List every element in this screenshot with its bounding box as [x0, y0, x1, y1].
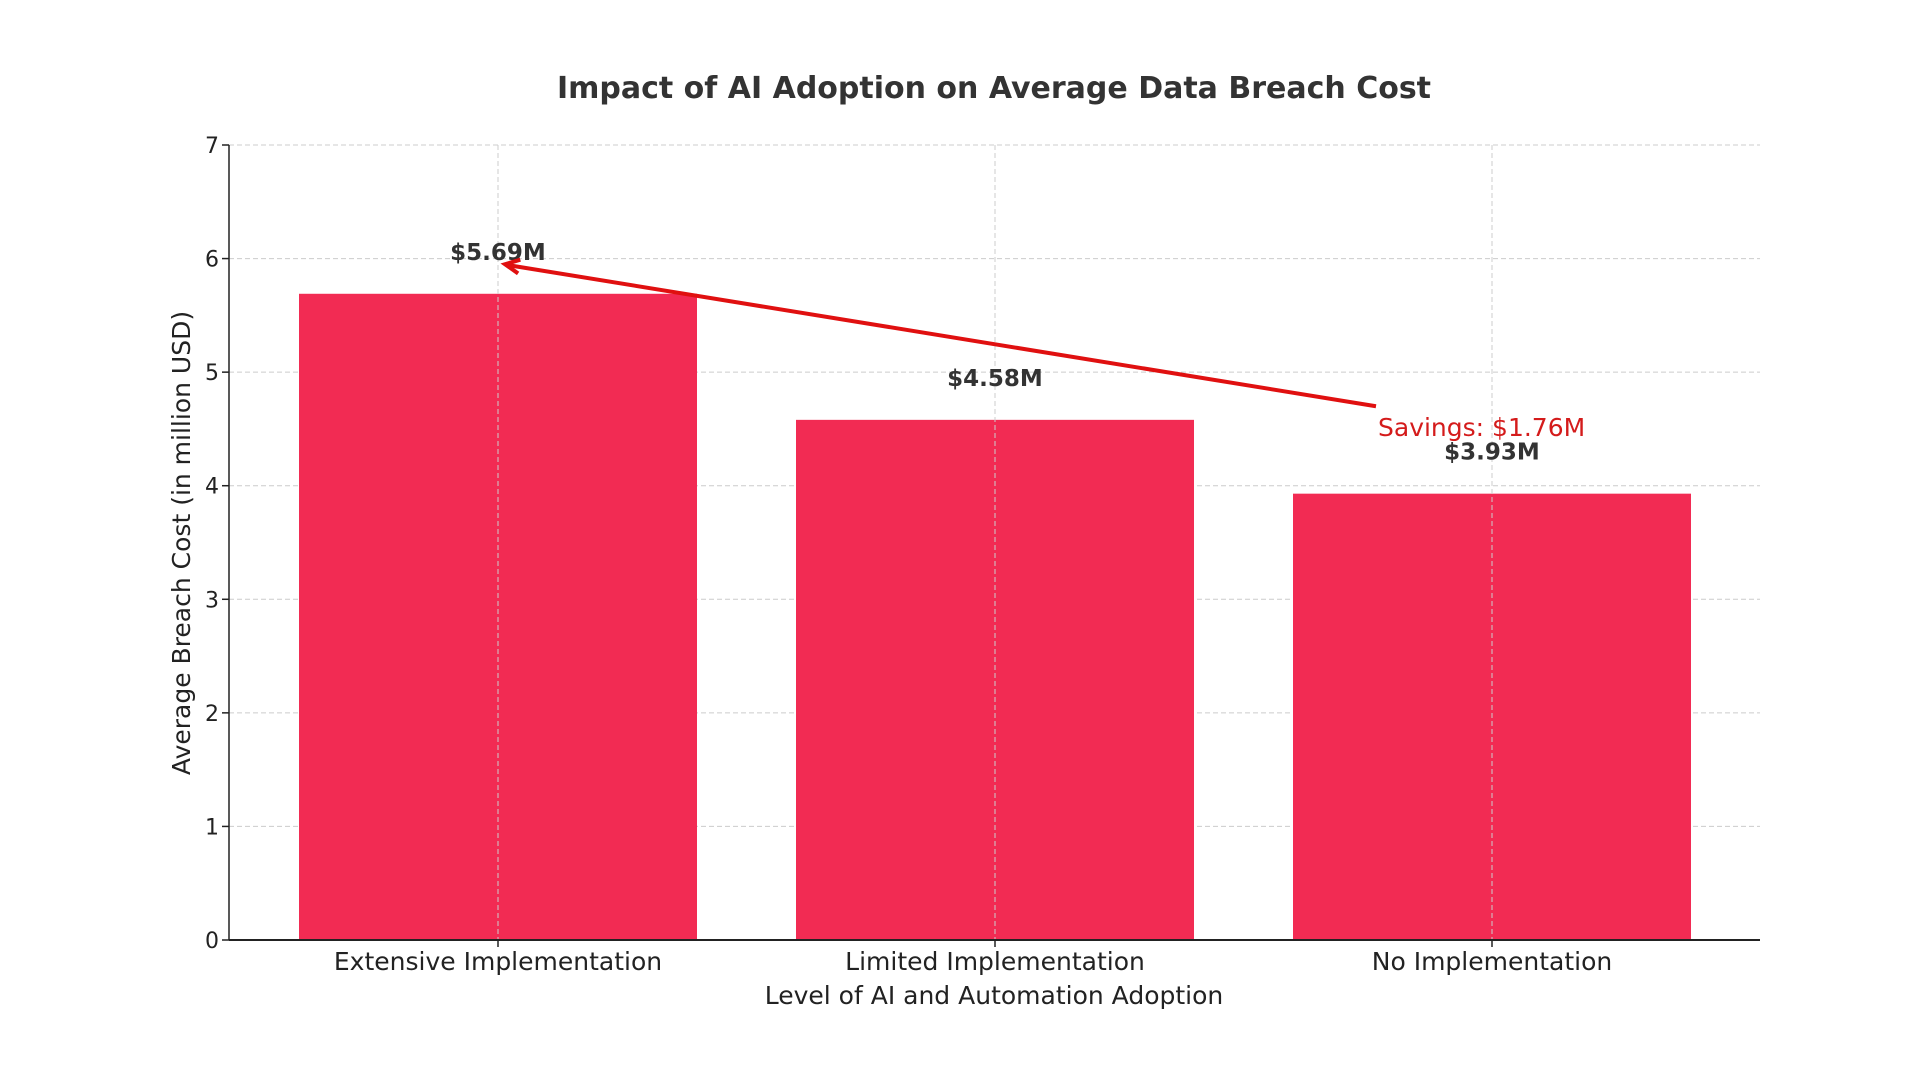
y-tick-label: 5: [205, 361, 219, 386]
y-axis-label: Average Breach Cost (in million USD): [167, 311, 196, 775]
data-label: $4.58M: [947, 366, 1043, 392]
axes: 0 1 2 3 4 5 6 7 Extensive Implementation Limited …: [205, 134, 1760, 976]
annotation: Savings: $1.76M: [500, 257, 1585, 442]
y-tick-label: 4: [205, 475, 219, 500]
data-label: $5.69M: [450, 240, 546, 266]
x-axis-label: Level of AI and Automation Adoption: [765, 981, 1224, 1010]
vertical-grid: [497, 145, 1493, 940]
y-tick-label: 3: [205, 588, 219, 613]
y-tick-label: 0: [205, 929, 219, 954]
savings-annotation: Savings: $1.76M: [1378, 413, 1585, 442]
x-tick-label: Extensive Implementation: [334, 947, 662, 976]
savings-arrow: [508, 263, 1377, 409]
y-tick-label: 1: [205, 815, 219, 840]
y-tick-label: 7: [205, 134, 219, 159]
data-labels: $5.69M $4.58M $3.93M: [450, 240, 1540, 466]
y-tick-label: 2: [205, 702, 219, 727]
x-tick-label: Limited Implementation: [845, 947, 1145, 976]
y-tick-label: 6: [205, 248, 219, 273]
x-tick-label: No Implementation: [1372, 947, 1612, 976]
chart-title: Impact of AI Adoption on Average Data Br…: [557, 71, 1431, 106]
data-label: $3.93M: [1444, 440, 1540, 466]
arrow-head-icon: [500, 257, 521, 276]
